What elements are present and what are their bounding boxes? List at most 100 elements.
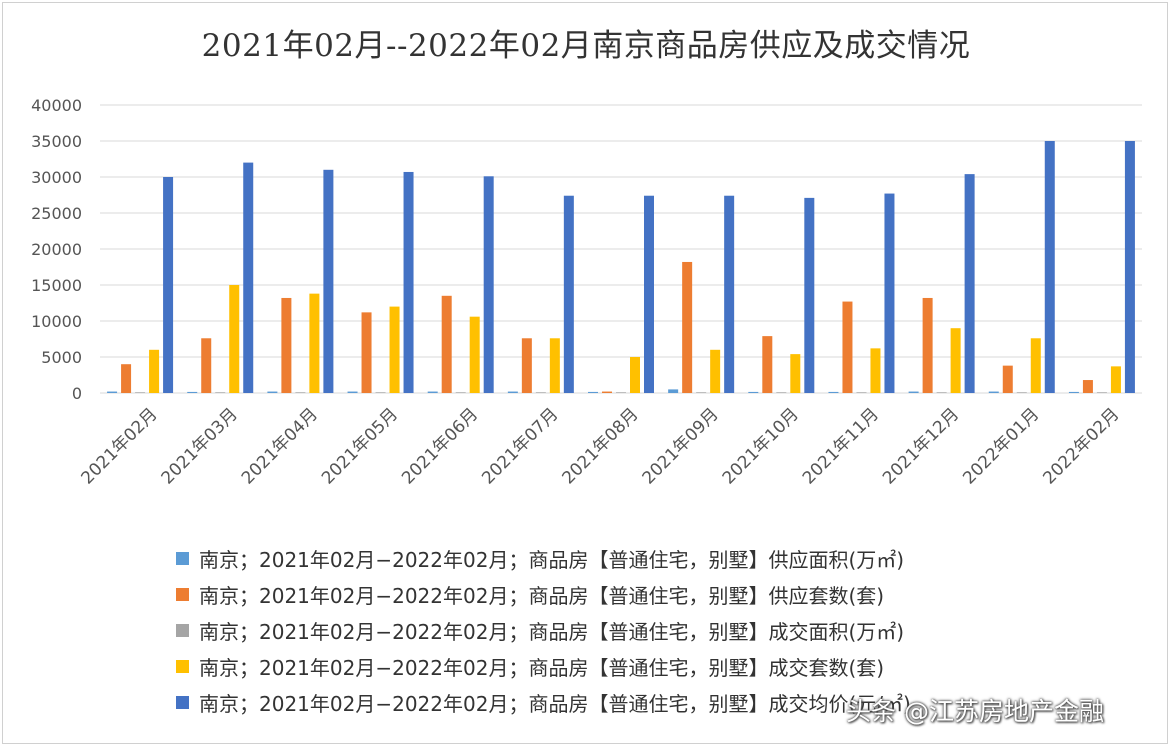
bar — [295, 392, 306, 393]
legend-entry: 南京；2021年02月−2022年02月；商品房【普通住宅，别墅】供应面积(万㎡… — [176, 540, 911, 576]
chart-legend: 南京；2021年02月−2022年02月；商品房【普通住宅，别墅】供应面积(万㎡… — [176, 540, 911, 720]
legend-swatch — [176, 695, 189, 709]
legend-swatch — [176, 551, 189, 565]
bar — [1002, 365, 1013, 393]
bar — [215, 392, 226, 393]
y-tick-label: 10000 — [31, 312, 82, 331]
legend-swatch — [176, 587, 189, 601]
bar — [1082, 380, 1093, 393]
bar — [521, 338, 532, 393]
bar — [950, 328, 961, 393]
bar — [1096, 392, 1107, 393]
chart-title: 2021年02月--2022年02月南京商品房供应及成交情况 — [201, 28, 971, 64]
x-tick-label: 2021年08月 — [558, 404, 642, 488]
bar — [375, 392, 386, 393]
bar — [1044, 141, 1055, 393]
legend-label: 南京；2021年02月−2022年02月；商品房【普通住宅，别墅】成交面积(万㎡… — [199, 619, 905, 644]
bar — [842, 301, 853, 393]
bar — [724, 195, 735, 393]
y-tick-label: 0 — [72, 384, 82, 403]
bar — [267, 391, 278, 393]
x-tick-label: 2021年07月 — [478, 404, 562, 488]
bar — [1110, 366, 1121, 393]
y-tick-label: 30000 — [31, 168, 82, 187]
bar — [107, 391, 118, 393]
bar — [549, 338, 560, 393]
bar — [1068, 391, 1079, 393]
legend-entry: 南京；2021年02月−2022年02月；商品房【普通住宅，别墅】成交均价(元/… — [176, 684, 911, 720]
bar — [403, 171, 414, 393]
bar — [455, 392, 466, 393]
x-tick-label: 2021年09月 — [639, 404, 723, 488]
bar — [1124, 141, 1135, 393]
bar — [964, 174, 975, 393]
bar — [936, 392, 947, 393]
legend-label: 南京；2021年02月−2022年02月；商品房【普通住宅，别墅】成交均价(元/… — [199, 691, 911, 716]
legend-swatch — [176, 623, 189, 637]
x-tick-label: 2021年12月 — [879, 404, 963, 488]
bar — [884, 193, 895, 393]
x-tick-label: 2022年02月 — [1039, 404, 1123, 488]
bar — [630, 357, 640, 393]
bar — [588, 391, 598, 393]
bar — [602, 391, 612, 393]
y-tick-label: 25000 — [31, 204, 82, 223]
y-tick-label: 20000 — [31, 240, 82, 259]
bar-chart: 0 5000 10000 15000 20000 25000 30000 35000 40000… — [31, 96, 1142, 488]
bar — [187, 391, 198, 393]
bar — [563, 195, 574, 393]
bar — [469, 316, 480, 393]
legend-label: 南京；2021年02月−2022年02月；商品房【普通住宅，别墅】供应面积(万㎡… — [199, 547, 905, 572]
bar — [762, 336, 773, 393]
bar — [696, 392, 707, 393]
x-tick-label: 2022年01月 — [959, 404, 1043, 488]
x-tick-label: 2021年10月 — [719, 404, 803, 488]
bar — [804, 197, 815, 393]
bar — [243, 162, 254, 393]
legend-entry: 南京；2021年02月−2022年02月；商品房【普通住宅，别墅】成交套数(套) — [176, 648, 911, 684]
legend-label: 南京；2021年02月−2022年02月；商品房【普通住宅，别墅】成交套数(套) — [199, 655, 885, 680]
x-tick-label: 2021年06月 — [398, 404, 482, 488]
bar — [389, 306, 400, 393]
bar — [229, 285, 240, 393]
bar — [309, 293, 320, 393]
bar — [507, 391, 518, 393]
bar — [988, 391, 999, 393]
bar — [856, 392, 867, 393]
bar — [361, 312, 372, 393]
x-tick-label: 2021年05月 — [318, 404, 402, 488]
bar — [828, 391, 839, 393]
legend-entry: 南京；2021年02月−2022年02月；商品房【普通住宅，别墅】供应套数(套) — [176, 576, 911, 612]
legend-entry: 南京；2021年02月−2022年02月；商品房【普通住宅，别墅】成交面积(万㎡… — [176, 612, 911, 648]
x-tick-label: 2021年11月 — [799, 404, 883, 488]
bar — [323, 169, 334, 393]
bar — [682, 261, 693, 393]
bar — [790, 354, 801, 393]
bar — [776, 392, 787, 393]
legend-swatch — [176, 659, 189, 673]
y-tick-label: 40000 — [31, 96, 82, 115]
x-tick-label: 2021年02月 — [78, 404, 162, 488]
bar — [427, 391, 438, 393]
y-tick-label: 5000 — [41, 348, 82, 367]
bar — [1016, 392, 1027, 393]
watermark: 头条 @江苏房地产金融 — [846, 697, 1104, 726]
bar — [441, 295, 452, 393]
bar — [201, 338, 212, 393]
bar — [121, 364, 132, 393]
y-tick-label: 35000 — [31, 132, 82, 151]
x-tick-label: 2021年03月 — [158, 404, 242, 488]
bar — [908, 391, 919, 393]
bar — [922, 297, 933, 393]
bar — [281, 297, 292, 393]
bar — [710, 349, 721, 393]
bar — [483, 176, 494, 393]
bar — [644, 195, 654, 393]
bar — [163, 177, 174, 393]
x-tick-label: 2021年04月 — [238, 404, 322, 488]
y-tick-label: 15000 — [31, 276, 82, 295]
bar — [668, 389, 679, 393]
bar — [347, 391, 358, 393]
bar — [616, 392, 626, 393]
legend-label: 南京；2021年02月−2022年02月；商品房【普通住宅，别墅】供应套数(套) — [199, 583, 885, 608]
